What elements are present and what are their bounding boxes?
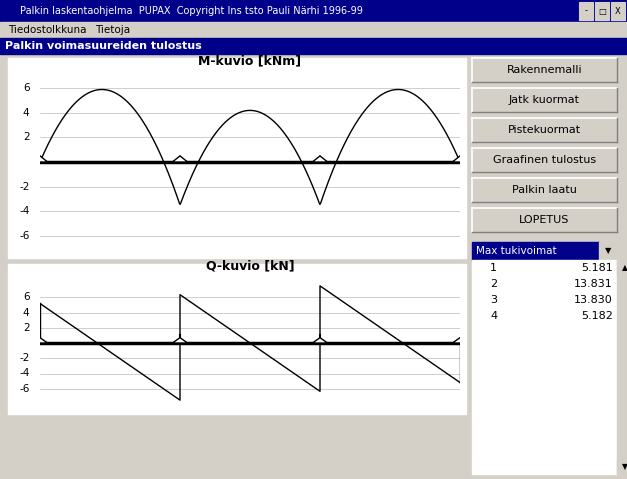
Bar [579, 2, 593, 20]
Polygon shape [453, 156, 468, 162]
Bar [8, 58, 466, 258]
Text: 13.830: 13.830 [574, 295, 613, 305]
Text: Palkin voimasuureiden tulostus: Palkin voimasuureiden tulostus [5, 41, 202, 51]
Text: 2: 2 [490, 279, 497, 289]
Bar [0, 38, 627, 54]
Text: -4: -4 [19, 368, 29, 378]
Text: Rakennemalli: Rakennemalli [507, 65, 582, 75]
Text: -6: -6 [19, 384, 29, 394]
Bar [472, 88, 617, 112]
Text: 4: 4 [23, 108, 29, 118]
Bar [617, 260, 627, 474]
Text: Graafinen tulostus: Graafinen tulostus [493, 155, 596, 165]
Bar [611, 2, 625, 20]
Text: ▼: ▼ [605, 247, 611, 255]
Bar [0, 22, 627, 38]
Text: Jatk kuormat: Jatk kuormat [509, 95, 580, 105]
Text: -6: -6 [19, 231, 29, 241]
Text: 6: 6 [23, 83, 29, 93]
Text: Palkin laatu: Palkin laatu [512, 185, 577, 195]
Polygon shape [33, 338, 48, 343]
Text: Max tukivoimat: Max tukivoimat [476, 246, 557, 256]
Text: Tietoja: Tietoja [95, 25, 130, 35]
Bar [617, 459, 627, 474]
Text: □: □ [598, 7, 606, 15]
Bar [595, 2, 609, 20]
Text: 2: 2 [23, 323, 29, 333]
Text: 6: 6 [23, 292, 29, 302]
Polygon shape [172, 338, 187, 343]
Text: -2: -2 [19, 182, 29, 192]
Bar [0, 0, 627, 22]
Text: -2: -2 [19, 353, 29, 363]
Text: M-kuvio [kNm]: M-kuvio [kNm] [198, 55, 302, 68]
Polygon shape [33, 156, 48, 162]
Text: Palkin laskentaohjelma  PUPAX  Copyright Ins tsto Pauli Närhi 1996-99: Palkin laskentaohjelma PUPAX Copyright I… [20, 6, 363, 16]
Bar [472, 260, 617, 474]
Bar [472, 118, 617, 142]
Polygon shape [172, 156, 187, 162]
Bar [472, 208, 617, 232]
Text: 1: 1 [490, 263, 497, 273]
Text: -: - [584, 7, 587, 15]
Text: LOPETUS: LOPETUS [519, 215, 570, 225]
Text: Q-kuvio [kN]: Q-kuvio [kN] [206, 259, 294, 272]
Text: 4: 4 [23, 308, 29, 318]
Text: 2: 2 [23, 132, 29, 142]
Text: 3: 3 [490, 295, 497, 305]
Text: 4: 4 [490, 311, 497, 321]
Text: 13.831: 13.831 [574, 279, 613, 289]
Text: Tiedosto: Tiedosto [8, 25, 52, 35]
Polygon shape [453, 338, 468, 343]
Text: 5.182: 5.182 [581, 311, 613, 321]
Bar [599, 242, 617, 260]
Bar [8, 264, 466, 414]
Bar [472, 178, 617, 202]
Text: X: X [615, 7, 621, 15]
Polygon shape [312, 156, 327, 162]
Bar [472, 242, 599, 260]
Bar [472, 148, 617, 172]
Polygon shape [312, 338, 327, 343]
Text: Pistekuormat: Pistekuormat [508, 125, 581, 135]
Text: 5.181: 5.181 [581, 263, 613, 273]
Bar [617, 260, 627, 275]
Text: ▲: ▲ [621, 263, 627, 272]
Bar [472, 58, 617, 82]
Text: -4: -4 [19, 206, 29, 216]
Text: ▼: ▼ [621, 462, 627, 471]
Text: Ikkuna: Ikkuna [52, 25, 87, 35]
